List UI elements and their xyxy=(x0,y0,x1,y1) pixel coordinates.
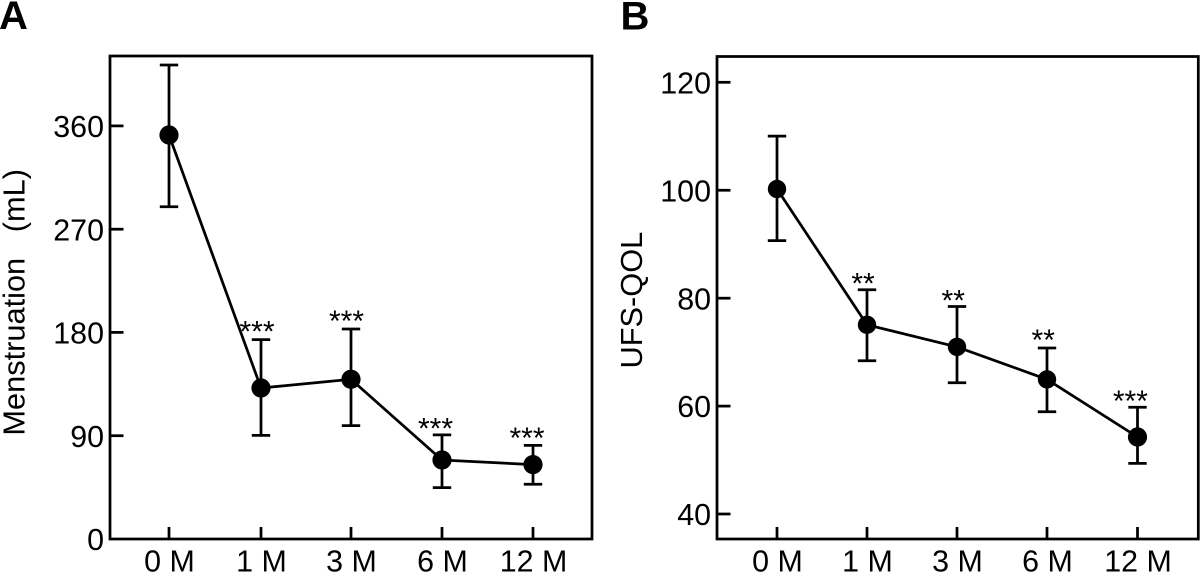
svg-text:1 M: 1 M xyxy=(842,545,893,575)
svg-text:3 M: 3 M xyxy=(932,545,983,575)
svg-text:1 M: 1 M xyxy=(236,545,287,575)
svg-text:60: 60 xyxy=(677,390,711,424)
svg-text:270: 270 xyxy=(53,213,104,247)
svg-text:40: 40 xyxy=(677,498,711,532)
svg-text:Menstruation (mL): Menstruation (mL) xyxy=(0,169,32,436)
svg-text:120: 120 xyxy=(660,66,711,100)
svg-text:0: 0 xyxy=(87,523,104,557)
svg-text:3 M: 3 M xyxy=(326,545,377,575)
svg-text:100: 100 xyxy=(660,174,711,208)
svg-text:0 M: 0 M xyxy=(144,545,195,575)
svg-text:180: 180 xyxy=(53,317,104,351)
svg-text:80: 80 xyxy=(677,282,711,316)
svg-text:0 M: 0 M xyxy=(752,545,803,575)
svg-text:12 M: 12 M xyxy=(500,545,568,575)
svg-text:**: ** xyxy=(1032,324,1056,357)
svg-text:90: 90 xyxy=(70,420,104,454)
svg-text:360: 360 xyxy=(53,110,104,144)
svg-text:B: B xyxy=(621,0,650,38)
svg-text:***: *** xyxy=(418,412,453,445)
svg-text:UFS-QOL: UFS-QOL xyxy=(614,232,649,369)
svg-text:**: ** xyxy=(942,285,966,318)
svg-text:A: A xyxy=(0,0,28,38)
svg-text:6 M: 6 M xyxy=(417,545,468,575)
svg-text:***: *** xyxy=(329,305,364,338)
svg-text:***: *** xyxy=(239,315,274,348)
svg-text:12 M: 12 M xyxy=(1104,545,1172,575)
svg-text:**: ** xyxy=(851,268,875,301)
svg-text:***: *** xyxy=(509,422,544,455)
svg-text:***: *** xyxy=(1113,385,1148,418)
svg-text:6 M: 6 M xyxy=(1022,545,1073,575)
